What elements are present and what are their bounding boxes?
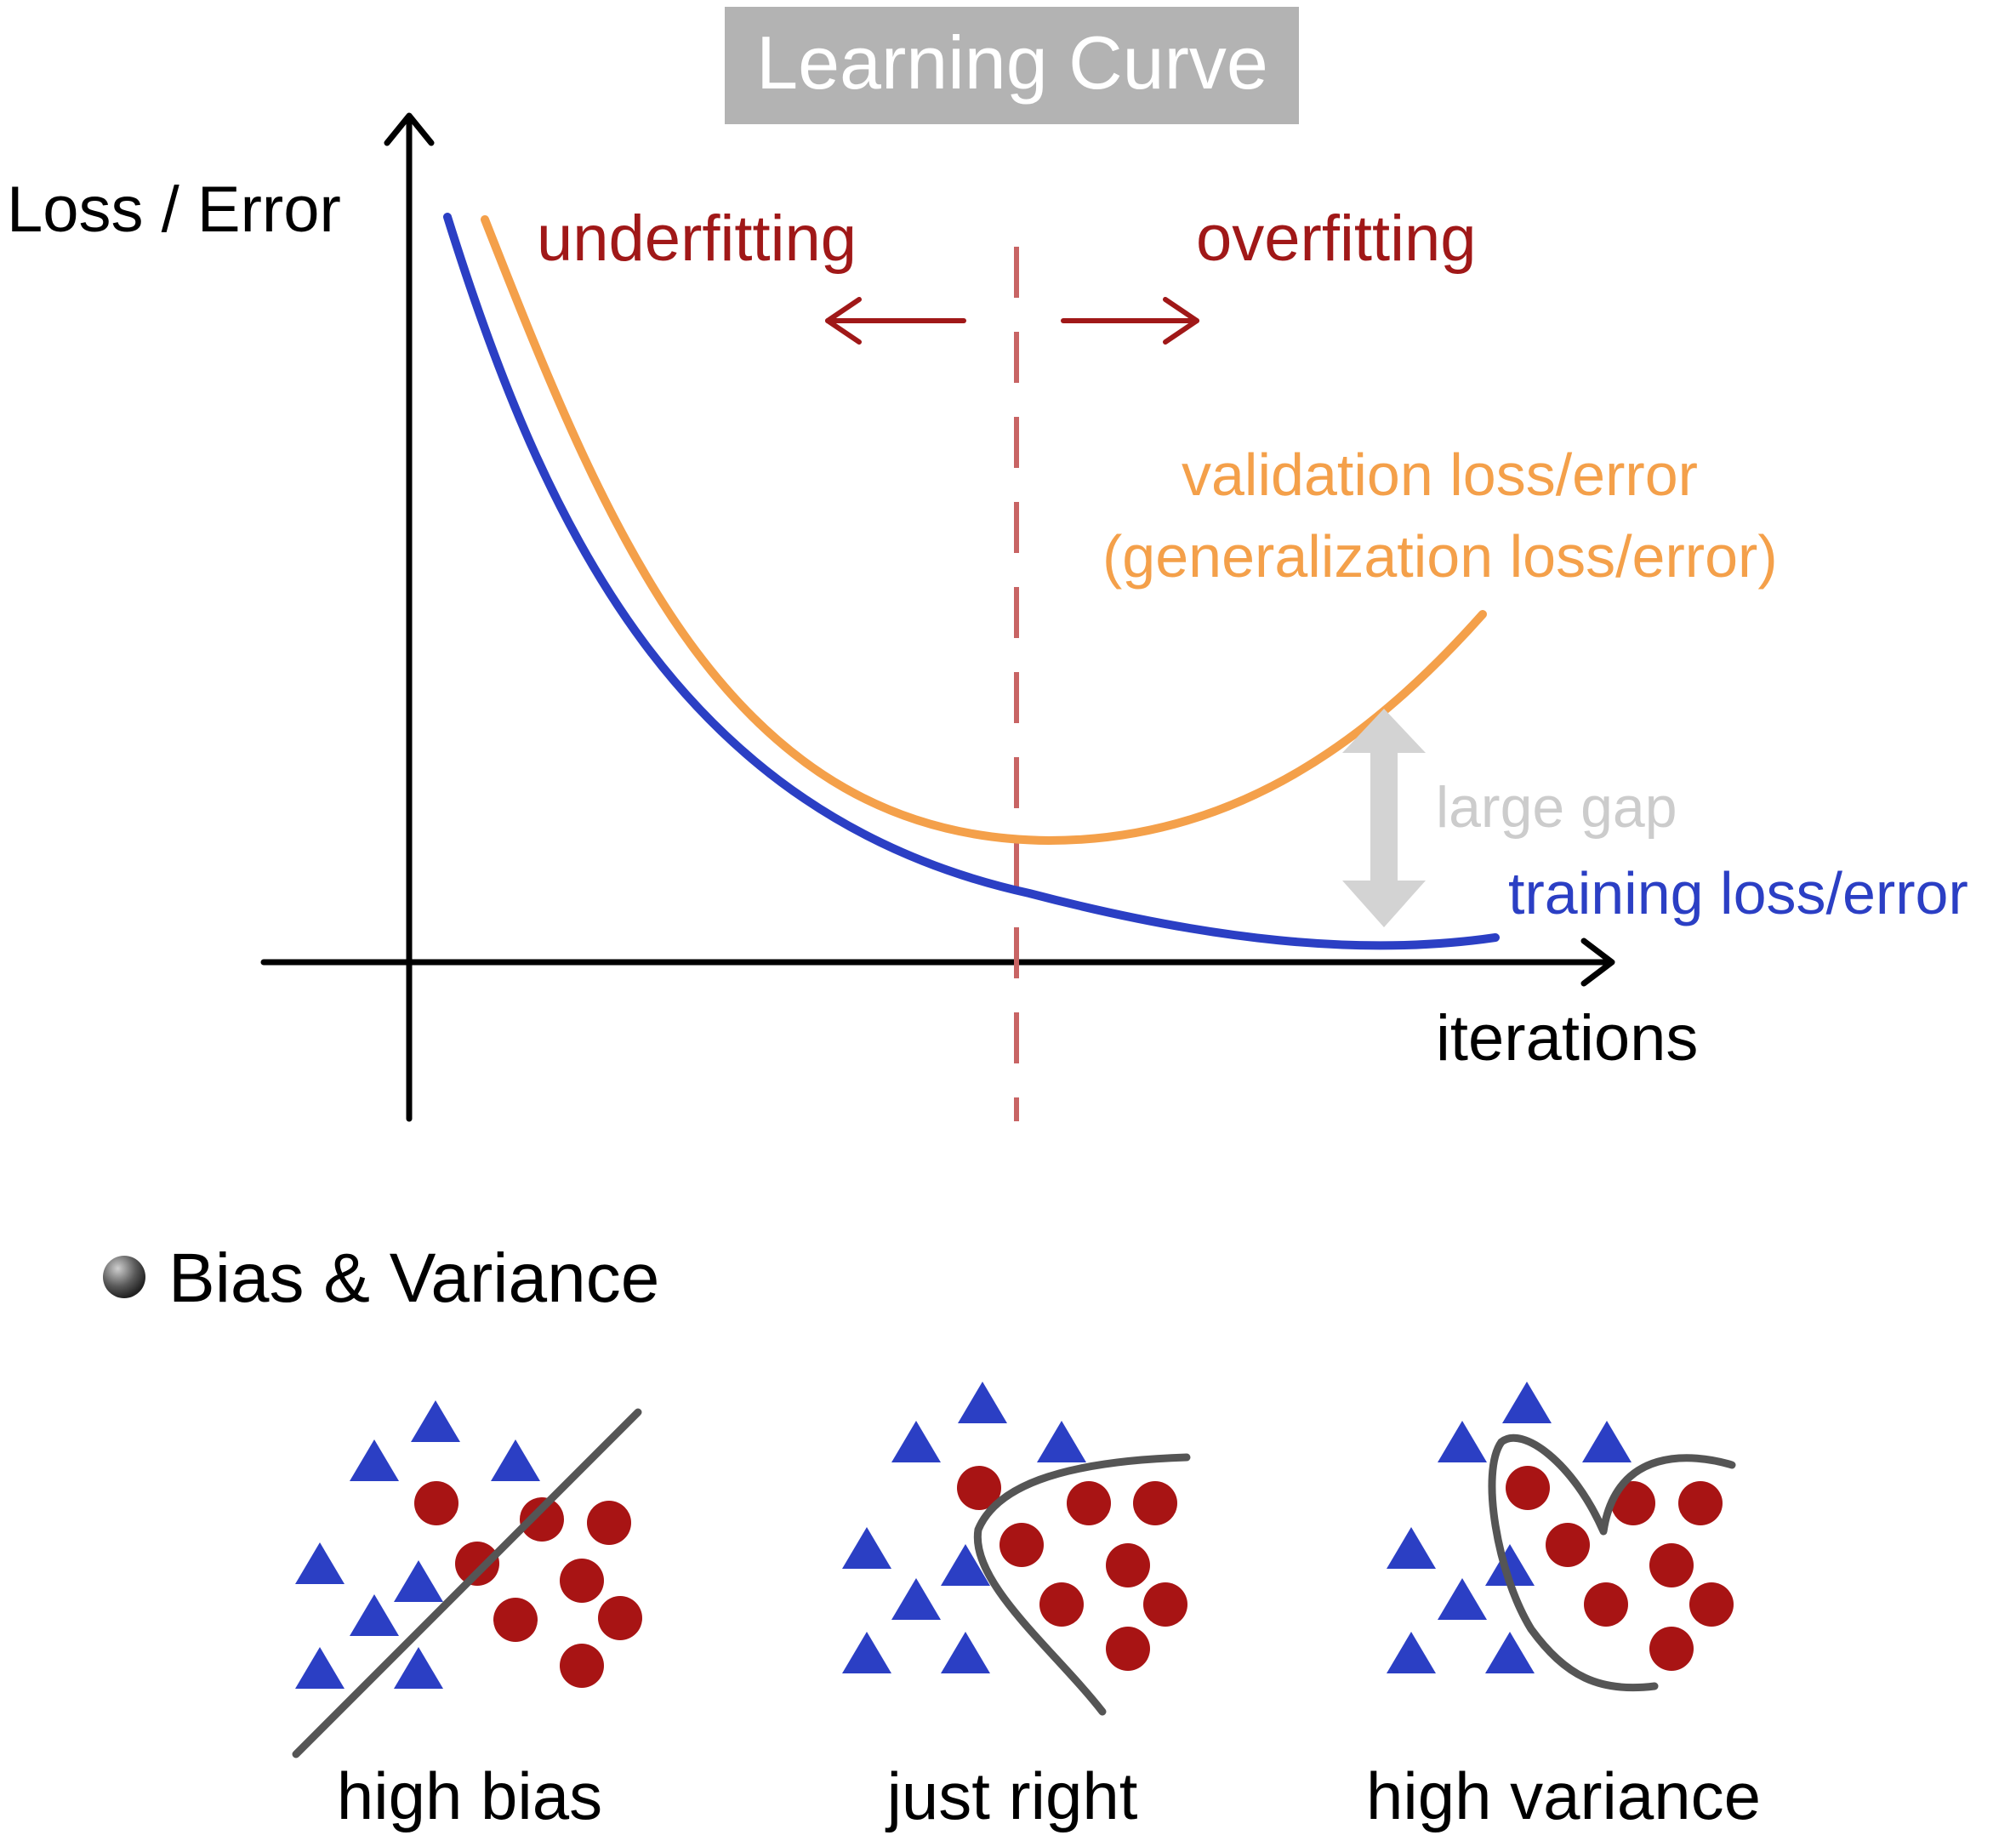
panel-high-bias: high bias [292, 1400, 642, 1833]
bias-variance-heading: Bias & Variance [168, 1240, 659, 1317]
overfitting-arrow [1061, 297, 1199, 345]
validation-label-line2: (generalization loss/error) [1102, 523, 1778, 590]
page-title: Learning Curve [756, 20, 1268, 105]
training-curve [443, 213, 1500, 950]
validation-label-line1: validation loss/error [1182, 442, 1698, 508]
training-label: training loss/error [1508, 860, 1968, 926]
validation-curve [481, 215, 1487, 846]
panel-caption: high bias [337, 1758, 602, 1833]
gap-arrow [1342, 709, 1426, 927]
title-box [725, 7, 1299, 124]
x-axis-arrowhead [1580, 938, 1615, 987]
triangle-markers [1387, 1382, 1632, 1673]
circle-markers [414, 1481, 642, 1688]
y-axis-label: Loss / Error [7, 174, 341, 246]
panel-just-right: just right [842, 1382, 1191, 1833]
underfitting-arrow [825, 297, 966, 345]
circle-markers [1506, 1466, 1734, 1671]
circle-markers [957, 1466, 1187, 1671]
panel-high-variance: high variance [1366, 1382, 1761, 1833]
bullet-icon [103, 1256, 145, 1298]
panel-caption: just right [886, 1758, 1138, 1833]
axes [260, 112, 1615, 1122]
decision-boundary [973, 1453, 1191, 1716]
triangle-markers [842, 1382, 1086, 1673]
triangle-markers [295, 1400, 540, 1689]
decision-boundary [292, 1408, 642, 1758]
x-axis-label: iterations [1436, 1002, 1698, 1074]
panel-caption: high variance [1366, 1758, 1761, 1833]
underfitting-label: underfitting [537, 202, 857, 275]
overfitting-label: overfitting [1196, 202, 1477, 275]
y-axis-arrowhead [384, 112, 435, 146]
decision-boundary [1488, 1433, 1736, 1692]
gap-label: large gap [1436, 775, 1677, 840]
